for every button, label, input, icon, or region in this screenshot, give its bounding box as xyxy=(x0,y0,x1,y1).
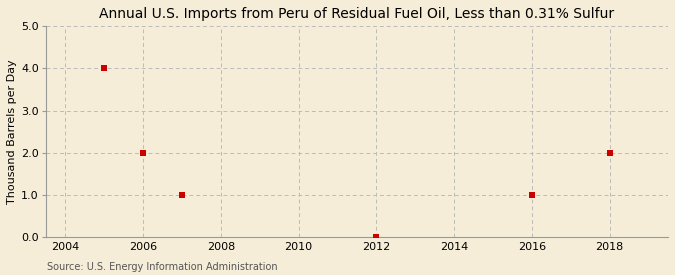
Text: Source: U.S. Energy Information Administration: Source: U.S. Energy Information Administ… xyxy=(47,262,278,272)
Title: Annual U.S. Imports from Peru of Residual Fuel Oil, Less than 0.31% Sulfur: Annual U.S. Imports from Peru of Residua… xyxy=(99,7,614,21)
Point xyxy=(177,193,188,197)
Point xyxy=(138,151,148,155)
Point xyxy=(99,66,109,71)
Point xyxy=(604,151,615,155)
Point xyxy=(371,235,382,240)
Y-axis label: Thousand Barrels per Day: Thousand Barrels per Day xyxy=(7,59,17,204)
Point xyxy=(526,193,537,197)
